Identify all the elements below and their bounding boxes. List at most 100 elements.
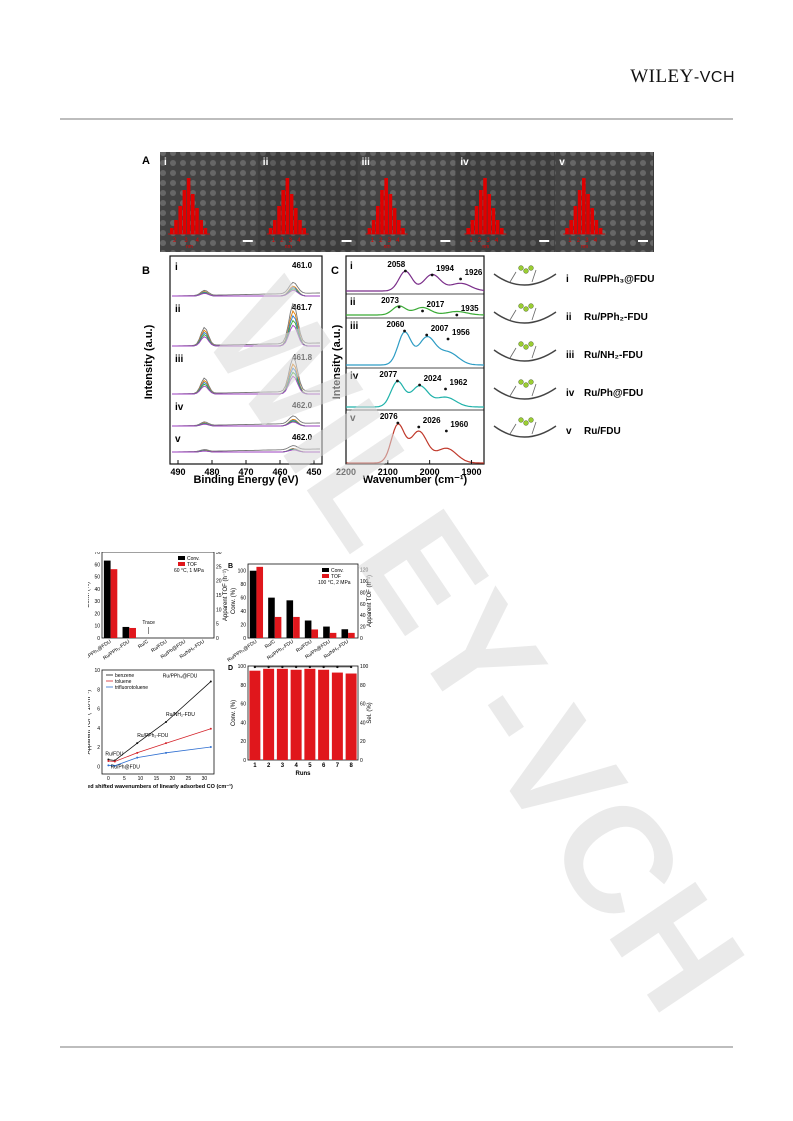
histogram-bar bbox=[174, 220, 178, 234]
chart-frame bbox=[101, 552, 215, 639]
y-tick: 60 bbox=[240, 596, 246, 602]
bar-tof bbox=[129, 627, 136, 638]
ligand-bond bbox=[509, 271, 517, 283]
ru-particle bbox=[518, 379, 524, 385]
y-tick: 80 bbox=[240, 683, 246, 689]
histogram-bar bbox=[577, 190, 582, 234]
histogram-unit: nm bbox=[581, 244, 588, 250]
histogram-bar bbox=[203, 228, 208, 234]
tem-shade bbox=[555, 152, 653, 252]
histogram-bar bbox=[487, 194, 491, 234]
category-label: 6 bbox=[322, 763, 326, 769]
xps-row-label: iii bbox=[175, 354, 184, 365]
y-tick: 10 bbox=[94, 624, 100, 630]
histogram-bar bbox=[594, 220, 599, 234]
chart-a: ARu/PPh₃@FDURu/PPh₂-FDURu/CRu/FDURu/Ph@F… bbox=[88, 552, 229, 663]
drift-peak-label: 2024 bbox=[424, 374, 442, 383]
x-tick: 20 bbox=[170, 776, 176, 782]
histogram-bar bbox=[590, 208, 594, 234]
tem-shade bbox=[357, 152, 456, 252]
condition-label: 100 °C, 2 MPa bbox=[318, 580, 351, 586]
bar-tof bbox=[256, 566, 264, 638]
xps-curve bbox=[172, 375, 320, 395]
drift-peak-marker bbox=[418, 383, 421, 387]
histogram-bar bbox=[268, 228, 273, 234]
bar-conv bbox=[249, 570, 257, 638]
histogram-bar bbox=[565, 228, 569, 234]
y2-tick: 25 bbox=[216, 564, 222, 570]
y-tick: 6 bbox=[97, 707, 100, 713]
scale-bar bbox=[638, 240, 648, 242]
legend-label: benzene bbox=[115, 673, 134, 679]
bar-tof bbox=[110, 569, 118, 638]
catalyst-name: Ru/PPh₂-FDU bbox=[584, 312, 648, 323]
drift-peak-label: 2077 bbox=[379, 370, 397, 379]
panel-b-label: B bbox=[142, 265, 150, 277]
histogram-tick: 2 bbox=[280, 238, 284, 244]
drift-tick-label: 2000 bbox=[420, 467, 440, 477]
series-point bbox=[136, 751, 139, 754]
xps-curve bbox=[171, 445, 320, 453]
histogram-unit: nm bbox=[384, 244, 391, 250]
drift-peak-marker bbox=[421, 309, 424, 313]
ru-particle bbox=[528, 265, 534, 271]
histogram-bar bbox=[294, 208, 298, 234]
histogram-bar bbox=[186, 178, 191, 234]
point-label: Ru/PPh₃@FDU bbox=[163, 674, 198, 680]
legend-label: TOF bbox=[331, 574, 341, 580]
histogram-tick: 2 bbox=[577, 238, 581, 244]
histogram-tick: 1 bbox=[469, 238, 473, 244]
tem-shade bbox=[258, 152, 357, 252]
drift-peak-label: 2017 bbox=[427, 300, 445, 309]
histogram-bar bbox=[178, 206, 182, 234]
histogram-bar bbox=[495, 220, 500, 234]
histogram-tick: 4 bbox=[196, 238, 200, 244]
tem-sublabel: v bbox=[559, 157, 565, 168]
y-axis-label: Conv. (%) bbox=[231, 588, 237, 614]
histogram-bar bbox=[191, 194, 195, 234]
histogram-bar bbox=[569, 220, 573, 234]
y-tick: 80 bbox=[240, 582, 246, 588]
y2-tick: 60 bbox=[360, 602, 366, 608]
y2-axis-label: Sel. (%) bbox=[367, 702, 373, 723]
tem-image bbox=[357, 152, 456, 252]
xps-curve bbox=[172, 449, 320, 453]
tem-shade bbox=[160, 152, 258, 252]
drift-peak-label: 1960 bbox=[450, 420, 468, 429]
histogram-bar bbox=[573, 206, 578, 234]
y-tick: 20 bbox=[94, 611, 100, 617]
y2-tick: 80 bbox=[360, 683, 366, 689]
drift-peak-marker bbox=[455, 313, 459, 317]
y-tick: 40 bbox=[240, 720, 246, 726]
histogram-bar bbox=[371, 220, 376, 234]
drift-curve bbox=[346, 270, 485, 292]
ligand-bond bbox=[531, 307, 537, 321]
y-tick: 10 bbox=[94, 668, 100, 674]
xps-row-label: i bbox=[175, 262, 178, 273]
histogram-tick: 1 bbox=[371, 238, 375, 244]
ru-particle bbox=[523, 306, 529, 312]
histogram-tick: 2 bbox=[478, 238, 482, 244]
y-tick: 40 bbox=[94, 587, 100, 593]
chart-frame bbox=[101, 669, 215, 775]
series-point bbox=[165, 751, 167, 754]
drift-peak-marker bbox=[425, 333, 429, 337]
xps-tick-label: 450 bbox=[306, 467, 321, 477]
drift-peak-marker bbox=[459, 277, 462, 281]
drift-peak-marker bbox=[403, 269, 407, 273]
histogram-tick: 3 bbox=[184, 238, 188, 244]
y2-tick: 0 bbox=[360, 636, 363, 642]
histogram-bar bbox=[367, 228, 372, 234]
ru-particle bbox=[528, 417, 534, 423]
histogram-unit: nm bbox=[482, 244, 489, 250]
ru-particle bbox=[518, 417, 524, 423]
pore-wall bbox=[493, 425, 557, 438]
ru-particle bbox=[528, 303, 534, 309]
histogram-tick: 1 bbox=[272, 238, 276, 244]
footer-rule bbox=[60, 1046, 733, 1048]
drift-row-label: i bbox=[350, 261, 353, 272]
ligand-bond bbox=[531, 383, 537, 397]
xps-row-label: v bbox=[175, 434, 181, 445]
y-tick: 20 bbox=[240, 739, 246, 745]
